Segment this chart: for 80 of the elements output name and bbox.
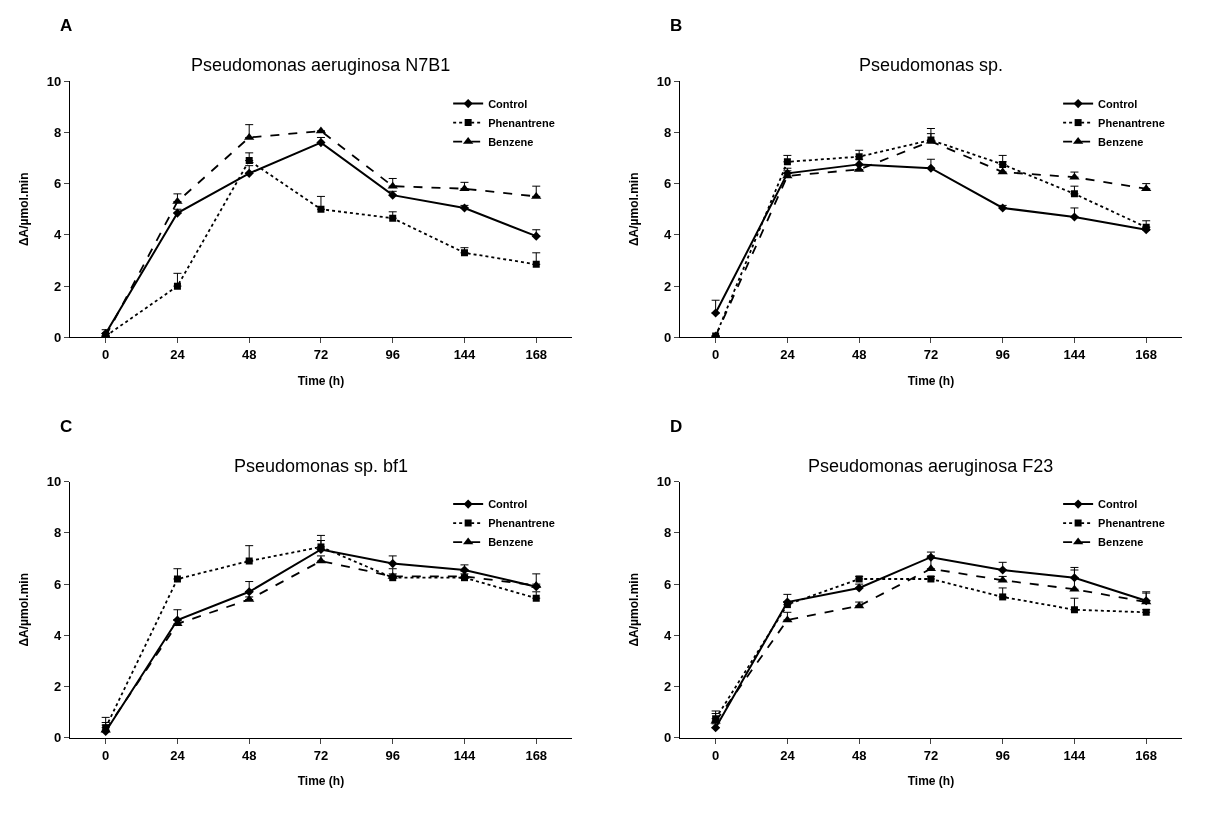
y-tick-label: 8	[53, 124, 62, 140]
x-tick-label: 72	[923, 747, 939, 763]
text: B	[670, 16, 683, 35]
x-tick-label: 24	[780, 747, 796, 763]
x-tick-label: 72	[313, 347, 329, 362]
y-tick-label: 10	[46, 73, 62, 89]
x-tick-label: 48	[241, 747, 257, 763]
y-tick-label: 2	[53, 278, 62, 294]
legend-label: Benzene	[488, 135, 534, 148]
x-tick-label: 144	[453, 347, 477, 362]
legend-label: Benzene	[1098, 135, 1144, 148]
legend-label: Control	[488, 97, 528, 110]
x-axis-title: Time (h)	[297, 373, 345, 388]
legend-label: Control	[1098, 498, 1138, 511]
y-axis-title: ΔA/µmol.min	[626, 172, 641, 247]
chart-title: Pseudomonas sp. bf1	[234, 456, 409, 476]
x-tick-label: 144	[1063, 347, 1087, 362]
chart-title: Pseudomonas aeruginosa F23	[808, 456, 1054, 476]
x-tick-label: 168	[525, 347, 548, 362]
y-tick-label: 6	[663, 176, 672, 192]
y-tick-label: 4	[663, 227, 672, 243]
x-tick-label: 168	[525, 747, 548, 763]
x-axis-title: Time (h)	[907, 373, 955, 388]
x-tick-label: 96	[385, 747, 400, 763]
y-axis-title: ΔA/µmol.min	[17, 172, 32, 247]
y-tick-label: 10	[656, 474, 672, 490]
y-tick-label: 6	[53, 576, 62, 592]
y-tick-label: 10	[656, 73, 672, 89]
legend-label: Phenantrene	[1098, 116, 1165, 129]
x-tick-label: 168	[1135, 747, 1158, 763]
x-tick-label: 0	[712, 747, 720, 763]
x-tick-label: 96	[995, 347, 1010, 362]
chart-title: Pseudomonas sp.	[859, 55, 1004, 75]
x-tick-label: 48	[851, 347, 867, 362]
y-axis-title: ΔA/µmol.min	[17, 572, 32, 647]
y-tick-label: 4	[53, 227, 62, 243]
x-tick-label: 48	[851, 747, 867, 763]
x-tick-label: 72	[313, 747, 329, 763]
x-tick-label: 144	[1063, 747, 1087, 763]
y-tick-label: 0	[53, 730, 62, 746]
y-tick-label: 2	[53, 679, 62, 695]
y-tick-label: 6	[663, 576, 672, 592]
legend-label: Control	[1098, 97, 1138, 110]
x-tick-label: 24	[170, 347, 186, 362]
y-tick-label: 6	[53, 176, 62, 192]
x-tick-label: 96	[995, 747, 1010, 763]
y-tick-label: 2	[663, 679, 672, 695]
x-tick-label: 0	[102, 347, 110, 362]
y-axis-title: ΔA/µmol.min	[626, 572, 641, 647]
text: A	[60, 16, 73, 35]
x-tick-label: 168	[1135, 347, 1158, 362]
x-axis-title: Time (h)	[907, 774, 955, 789]
y-tick-label: 4	[663, 627, 672, 643]
y-tick-label: 0	[663, 329, 672, 345]
x-tick-label: 72	[923, 347, 939, 362]
text: D	[670, 417, 683, 436]
x-tick-label: 24	[780, 347, 796, 362]
y-tick-label: 10	[46, 474, 62, 490]
x-tick-label: 0	[712, 347, 720, 362]
legend-label: Phenantrene	[488, 517, 555, 530]
y-tick-label: 8	[663, 124, 672, 140]
legend-label: Phenantrene	[488, 116, 555, 129]
y-tick-label: 8	[663, 525, 672, 541]
x-axis-title: Time (h)	[297, 774, 345, 789]
y-tick-label: 0	[53, 329, 62, 345]
text: C	[60, 417, 73, 436]
legend-label: Benzene	[488, 536, 534, 549]
x-tick-label: 144	[453, 747, 477, 763]
x-tick-label: 24	[170, 747, 186, 763]
y-tick-label: 8	[53, 525, 62, 541]
x-tick-label: 96	[385, 347, 400, 362]
x-tick-label: 0	[102, 747, 110, 763]
legend-label: Control	[488, 498, 528, 511]
legend-label: Phenantrene	[1098, 517, 1165, 530]
y-tick-label: 2	[663, 278, 672, 294]
y-tick-label: 4	[53, 627, 62, 643]
x-tick-label: 48	[241, 347, 257, 362]
y-tick-label: 0	[663, 730, 672, 746]
legend-label: Benzene	[1098, 536, 1144, 549]
chart-title: Pseudomonas aeruginosa N7B1	[191, 55, 451, 75]
